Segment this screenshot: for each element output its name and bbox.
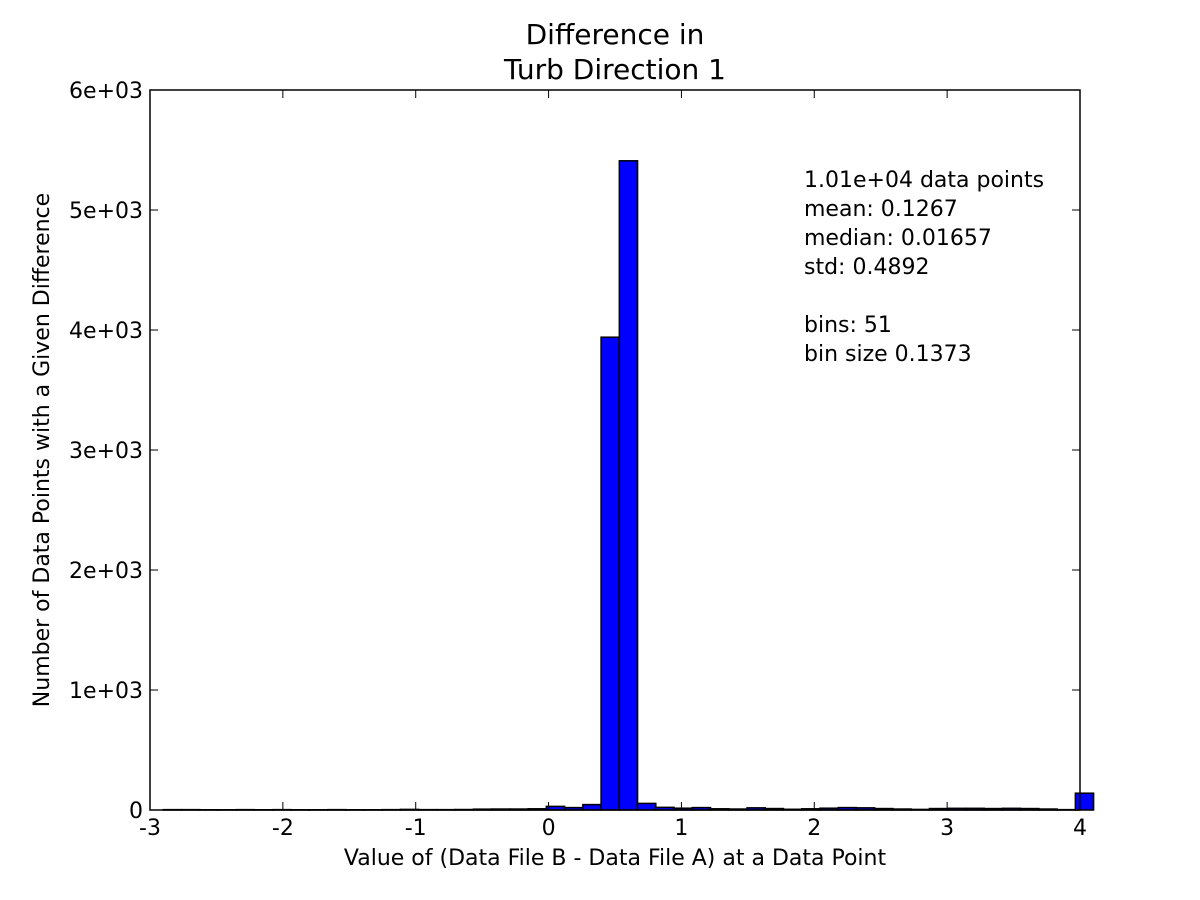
y-tick-label: 5e+03 (69, 199, 143, 224)
x-axis-label: Value of (Data File B - Data File A) at … (344, 846, 887, 871)
plot-area-frame (149, 89, 1081, 811)
histogram-bar (1074, 792, 1095, 811)
y-tick-label: 4e+03 (69, 319, 143, 344)
histogram-bar (582, 803, 602, 811)
chart-title-line-2: Turb Direction 1 (503, 53, 726, 86)
histogram-bar (618, 160, 639, 811)
x-tick-label: 4 (1073, 816, 1087, 841)
stats-annotation-line: 1.01e+04 data points (804, 168, 1044, 193)
y-tick-label: 1e+03 (69, 679, 143, 704)
stats-annotation-line: std: 0.4892 (804, 255, 929, 280)
y-tick-label: 0 (129, 799, 143, 824)
x-tick-label: -2 (272, 816, 294, 841)
stats-annotation: 1.01e+04 data points mean: 0.1267 median: … (804, 168, 1044, 367)
y-tick-label: 6e+03 (69, 79, 143, 104)
histogram-bar (600, 336, 621, 811)
stats-annotation-line: bins: 51 (804, 313, 892, 338)
x-tick-label: 1 (674, 816, 688, 841)
stats-annotation-line: mean: 0.1267 (804, 197, 958, 222)
x-tick-label: -3 (139, 816, 161, 841)
y-tick-label: 2e+03 (69, 559, 143, 584)
histogram-bar (636, 802, 657, 811)
y-tick-label: 3e+03 (69, 439, 143, 464)
axis-ticks: -3 -2 -1 0 1 2 3 4 0 1e+03 2e+03 3e+03 4e+03 5e+03 6e+… (69, 79, 1087, 841)
x-tick-label: 0 (542, 816, 556, 841)
y-axis-label: Number of Data Points with a Given Diffe… (30, 193, 55, 707)
stats-annotation-line: bin size 0.1373 (804, 342, 972, 367)
x-tick-label: 2 (807, 816, 821, 841)
chart-title-line-1: Difference in (526, 18, 705, 51)
x-tick-label: -1 (405, 816, 427, 841)
stats-annotation-line: median: 0.01657 (804, 226, 992, 251)
x-tick-label: 3 (940, 816, 954, 841)
histogram-bars (162, 160, 1095, 811)
